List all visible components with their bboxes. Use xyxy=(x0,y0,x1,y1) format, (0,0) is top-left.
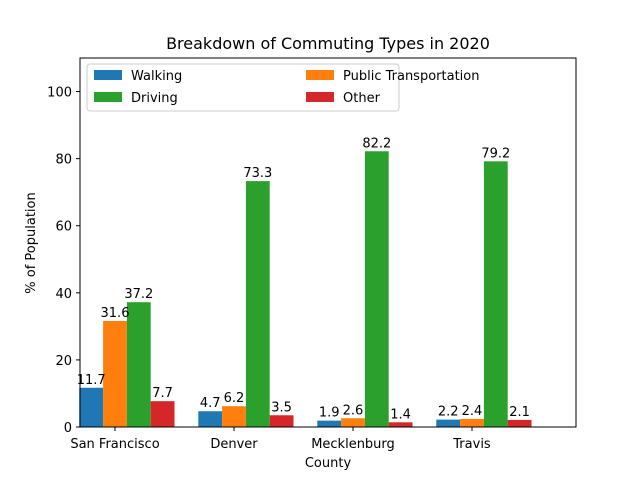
bar-value-label: 2.6 xyxy=(343,403,364,418)
bar-value-label: 6.2 xyxy=(224,391,245,406)
y-tick-label: 60 xyxy=(55,220,72,235)
y-tick-label: 80 xyxy=(55,153,72,168)
bar-value-label: 73.3 xyxy=(243,166,272,181)
bar-value-label: 11.7 xyxy=(77,373,106,388)
bar-value-label: 37.2 xyxy=(124,287,153,302)
bar-value-label: 2.2 xyxy=(438,405,459,420)
bar-driving-san-francisco xyxy=(126,302,151,427)
bar-driving-travis xyxy=(483,161,508,427)
legend-swatch-driving xyxy=(94,92,122,102)
bar-value-label: 79.2 xyxy=(481,146,510,161)
legend-label-public-transportation: Public Transportation xyxy=(343,69,479,84)
bar-value-label: 31.6 xyxy=(101,306,130,321)
bar-value-label: 1.4 xyxy=(390,407,411,422)
bar-value-label: 7.7 xyxy=(152,386,173,401)
bar-public-transportation-travis xyxy=(460,418,484,427)
bar-driving-mecklenburg xyxy=(364,151,389,428)
x-tick-label: San Francisco xyxy=(70,437,159,452)
bars-group xyxy=(79,151,532,428)
bar-walking-san-francisco xyxy=(79,387,104,427)
bar-value-label: 2.1 xyxy=(509,405,530,420)
bar-value-label: 4.7 xyxy=(200,396,221,411)
bar-walking-mecklenburg xyxy=(317,420,342,427)
x-axis-ticks: San Francisco Denver Mecklenburg Travis xyxy=(70,427,491,452)
plot-frame xyxy=(79,57,577,428)
bar-value-label: 1.9 xyxy=(319,406,340,421)
bar-driving-denver xyxy=(245,181,270,427)
y-tick-label: 100 xyxy=(47,86,72,101)
bar-value-label: 82.2 xyxy=(362,136,391,151)
y-tick-label: 0 xyxy=(64,421,72,436)
legend-label-walking: Walking xyxy=(131,69,182,84)
x-tick-label: Mecklenburg xyxy=(311,437,395,452)
x-tick-label: Denver xyxy=(210,437,258,452)
x-axis-label: County xyxy=(305,456,352,471)
legend-swatch-other xyxy=(306,92,334,102)
x-tick-label: Travis xyxy=(452,437,491,452)
legend-label-other: Other xyxy=(343,91,381,106)
y-tick-label: 20 xyxy=(55,354,72,369)
bar-other-mecklenburg xyxy=(388,422,413,427)
legend-swatch-walking xyxy=(94,70,122,80)
bar-other-san-francisco xyxy=(150,401,175,427)
y-tick-label: 40 xyxy=(55,287,72,302)
bar-labels-group: 11.7 4.7 1.9 2.2 31.6 6.2 2.6 2.4 37.2 73.3 82.2 79… xyxy=(77,136,530,422)
bar-public-transportation-mecklenburg xyxy=(341,418,365,427)
bar-walking-travis xyxy=(436,419,461,427)
y-axis-ticks: 0 20 40 60 80 100 xyxy=(47,86,80,436)
bar-value-label: 2.4 xyxy=(462,404,483,419)
bar-walking-denver xyxy=(198,411,223,427)
bar-value-label: 3.5 xyxy=(271,400,292,415)
bar-other-travis xyxy=(507,419,532,427)
legend-label-driving: Driving xyxy=(131,91,178,106)
legend-swatch-public-transportation xyxy=(306,70,334,80)
y-axis-label: % of Population xyxy=(24,192,39,293)
chart-title: Breakdown of Commuting Types in 2020 xyxy=(166,34,490,53)
legend: Walking Public Transportation Driving Other xyxy=(86,63,479,112)
bar-public-transportation-denver xyxy=(222,406,246,427)
bar-other-denver xyxy=(269,415,294,427)
bar-public-transportation-san-francisco xyxy=(103,320,127,427)
